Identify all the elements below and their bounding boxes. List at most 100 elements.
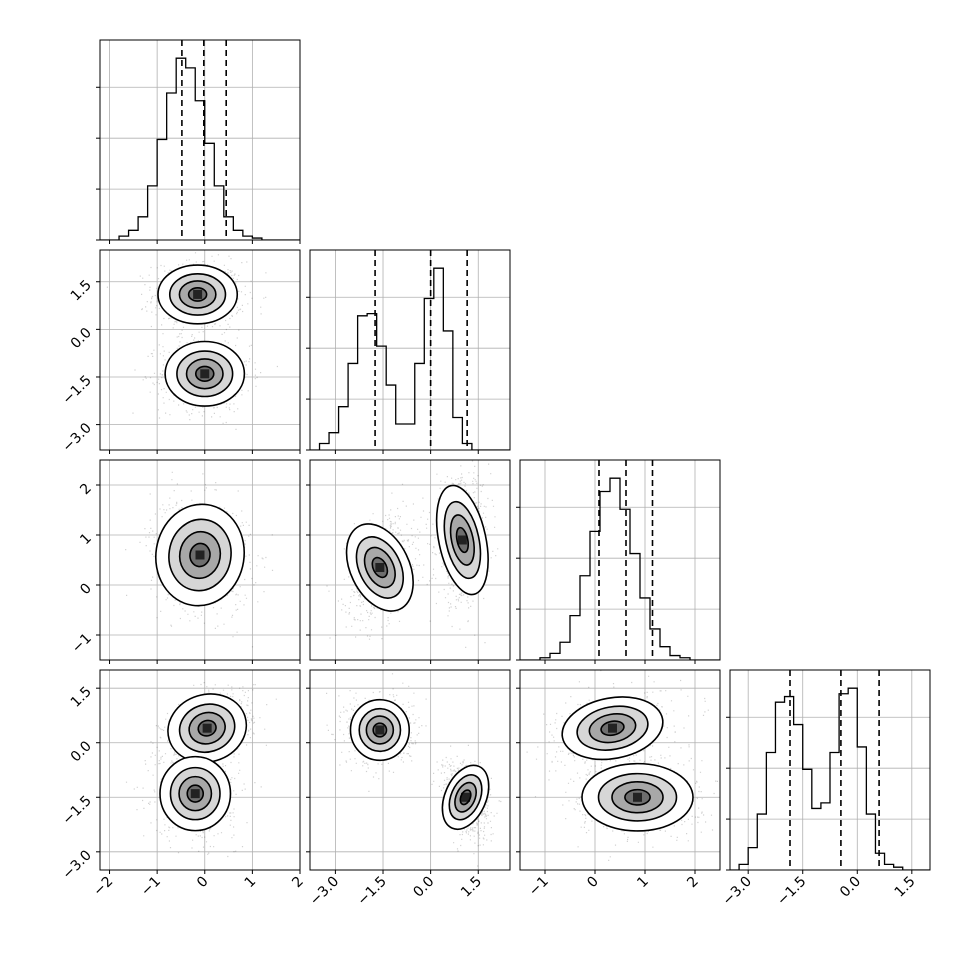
- axes-frame: [309, 249, 511, 451]
- density-peak: [375, 725, 385, 735]
- density-peak: [202, 723, 212, 733]
- contour-line: [189, 542, 211, 568]
- panel-content: [520, 670, 720, 870]
- contour-line: [449, 514, 475, 566]
- x-tick-label: −3.0: [307, 874, 342, 909]
- y-tick-label: 1.5: [68, 684, 95, 711]
- density-peak: [375, 563, 385, 572]
- panel-content: [100, 250, 300, 450]
- y-tick-label: −3.0: [59, 420, 94, 455]
- density-peak: [608, 723, 617, 733]
- x-tick-label: −1: [138, 874, 164, 900]
- axes-frame: [729, 669, 931, 871]
- panel-content: [310, 670, 510, 870]
- y-tick-label: 2: [77, 481, 95, 499]
- x-tick-label: −3.0: [720, 874, 755, 909]
- contour-line: [176, 350, 234, 398]
- panel-content: [100, 670, 300, 870]
- contour-line: [159, 755, 232, 832]
- contour-line: [448, 774, 483, 821]
- x-tick-label: −1: [526, 874, 552, 900]
- contour-line: [154, 503, 246, 607]
- histogram-panel-1: [306, 249, 511, 454]
- contour-line: [581, 762, 694, 832]
- contour-line: [167, 693, 248, 764]
- contour-line: [459, 789, 472, 806]
- density-peak: [190, 789, 200, 799]
- axes-frame: [99, 39, 301, 241]
- x-tick-label: 1: [242, 874, 260, 892]
- contour-line: [187, 286, 208, 302]
- contour-line: [597, 772, 678, 822]
- contour-line: [600, 720, 625, 737]
- contour-line: [168, 518, 232, 592]
- x-tick-label: −2: [90, 874, 116, 900]
- contour-line: [624, 788, 651, 806]
- contour-line: [178, 530, 222, 580]
- x-tick-label: 1.5: [892, 874, 919, 901]
- contour-line: [355, 536, 405, 599]
- contour-line: [345, 523, 414, 612]
- x-tick-label: 2: [684, 874, 702, 892]
- contour-line: [454, 781, 477, 813]
- contour-line: [363, 546, 396, 589]
- contour-line: [178, 775, 213, 812]
- axes-frame: [99, 249, 301, 451]
- histogram-step: [100, 57, 300, 240]
- axes-frame: [519, 459, 721, 661]
- density-peak: [200, 369, 210, 379]
- axes-frame: [99, 669, 301, 871]
- y-tick-label: 0: [77, 581, 95, 599]
- contour-line: [443, 500, 482, 580]
- scatter-panel-0-3: −2 −1 0 1 2 −3.0 −1.5 0.0 1.5: [59, 669, 307, 900]
- x-tick-label: 2: [289, 874, 307, 892]
- x-tick-label: 0.0: [837, 874, 864, 901]
- density-peak: [195, 550, 205, 560]
- x-tick-label: 0.0: [410, 874, 437, 901]
- axes-frame: [519, 669, 721, 871]
- contour-line: [349, 698, 411, 762]
- y-tick-label: 0.0: [68, 738, 95, 765]
- histogram-panel-3: −3.0 −1.5 0.0 1.5: [720, 669, 931, 909]
- scatter-panel-0-1: −3.0 −1.5 0.0 1.5: [59, 249, 301, 455]
- x-tick-label: −1.5: [774, 874, 809, 909]
- contour-line: [186, 784, 205, 803]
- density-peak: [461, 792, 471, 802]
- panel-content: [100, 460, 300, 660]
- contour-line: [435, 484, 489, 596]
- contour-line: [168, 273, 227, 316]
- contour-line: [157, 264, 239, 325]
- contour-line: [185, 358, 224, 390]
- histogram-panel-0: [96, 39, 301, 244]
- x-tick-label: −1.5: [354, 874, 389, 909]
- axes-frame: [99, 459, 301, 661]
- contour-line: [441, 764, 490, 830]
- contour-line: [178, 703, 236, 754]
- density-peak: [457, 535, 467, 545]
- panel-content: [310, 460, 510, 660]
- contour-line: [455, 526, 470, 554]
- contour-line: [561, 696, 664, 761]
- axes-frame: [309, 459, 511, 661]
- y-tick-label: −1: [69, 631, 95, 657]
- contour-line: [188, 711, 226, 745]
- contour-line: [371, 556, 389, 579]
- contour-line: [178, 280, 217, 309]
- contour-line: [576, 705, 649, 751]
- y-tick-label: −1.5: [59, 793, 94, 828]
- y-tick-label: −3.0: [59, 847, 94, 882]
- scatter-panel-2-3: −1 0 1 2: [516, 669, 721, 900]
- axes-frame: [309, 669, 511, 871]
- histogram-step: [310, 267, 510, 450]
- y-tick-label: 1: [77, 531, 95, 549]
- x-tick-label: 1: [634, 874, 652, 892]
- contour-line: [169, 766, 221, 821]
- density-peak: [193, 289, 203, 299]
- y-tick-label: −1.5: [59, 372, 94, 407]
- contour-line: [372, 722, 388, 738]
- scatter-points: [526, 670, 720, 861]
- scatter-panel-1-2: [306, 459, 511, 664]
- scatter-panel-1-3: −3.0 −1.5 0.0 1.5: [306, 669, 511, 909]
